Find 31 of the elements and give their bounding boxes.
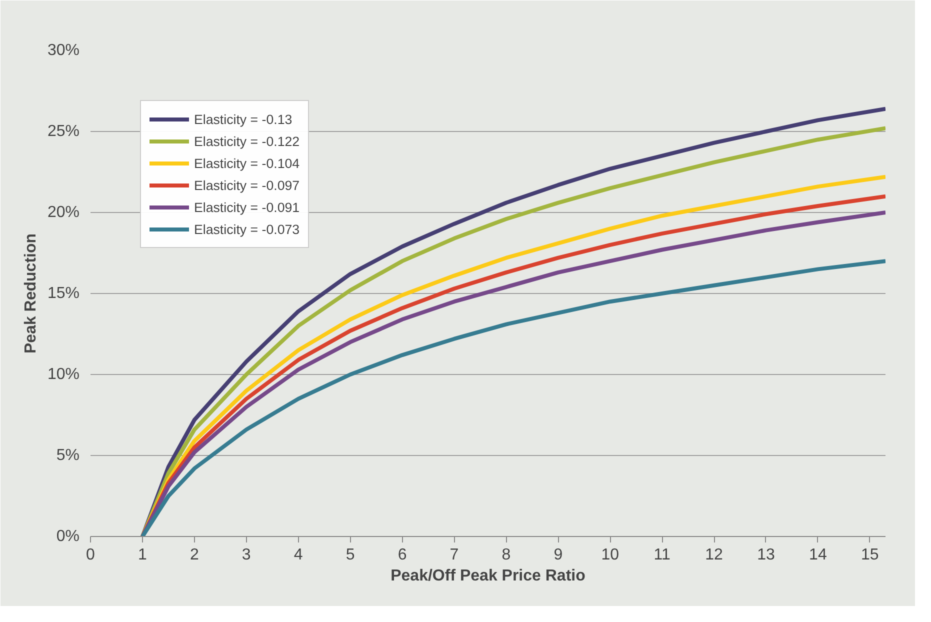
x-tick-label: 13 [757, 546, 775, 564]
x-tick-label: 5 [346, 546, 355, 564]
y-tick-label: 10% [47, 366, 80, 383]
y-tick-label: 25% [47, 123, 80, 140]
x-tick-label: 6 [398, 546, 407, 564]
x-tick-label: 14 [809, 546, 827, 564]
x-tick-label: 12 [705, 546, 724, 564]
x-tick-label: 2 [190, 546, 199, 564]
y-tick-label: 0% [56, 528, 80, 545]
y-tick-label: 20% [47, 204, 80, 221]
y-tick-label: 15% [47, 285, 80, 302]
x-tick-label: 10 [601, 546, 620, 564]
x-tick-label: 3 [242, 546, 251, 564]
x-tick-label: 8 [502, 546, 511, 564]
y-tick-label: 30% [47, 42, 80, 59]
legend-label: Elasticity = -0.104 [194, 156, 300, 170]
legend-label: Elasticity = -0.097 [194, 178, 300, 192]
legend-label: Elasticity = -0.073 [194, 222, 300, 236]
legend-label: Elasticity = -0.122 [194, 134, 300, 148]
legend-label: Elasticity = -0.13 [194, 112, 292, 126]
y-tick-label: 5% [56, 447, 80, 464]
x-tick-label: 7 [450, 546, 459, 564]
x-tick-label: 9 [554, 546, 563, 564]
x-axis-title: Peak/Off Peak Price Ratio [390, 568, 586, 584]
x-tick-label: 1 [138, 546, 148, 564]
x-tick-label: 15 [861, 546, 879, 564]
x-tick-label: 11 [654, 546, 670, 564]
y-axis-title: Peak Reduction [22, 233, 40, 354]
x-tick-label: 0 [86, 546, 96, 564]
x-tick-label: 4 [294, 546, 303, 564]
legend-label: Elasticity = -0.091 [194, 200, 300, 214]
